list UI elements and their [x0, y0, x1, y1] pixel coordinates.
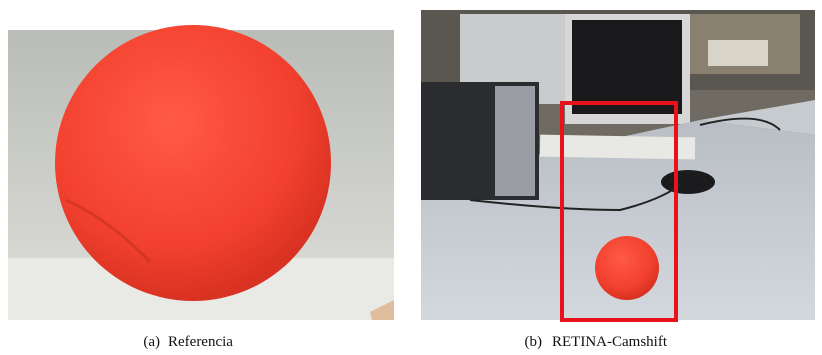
subfigure-caption: Referencia	[168, 334, 233, 350]
figure: (a) Referencia (b) RETINA-Camshift	[0, 0, 822, 355]
reference-photo	[8, 25, 394, 320]
tracking-photo	[421, 10, 815, 320]
subfigure-caption: RETINA-Camshift	[552, 334, 668, 350]
subfigure-label: (b)	[525, 334, 543, 350]
subfigure-label: (a)	[143, 334, 160, 350]
